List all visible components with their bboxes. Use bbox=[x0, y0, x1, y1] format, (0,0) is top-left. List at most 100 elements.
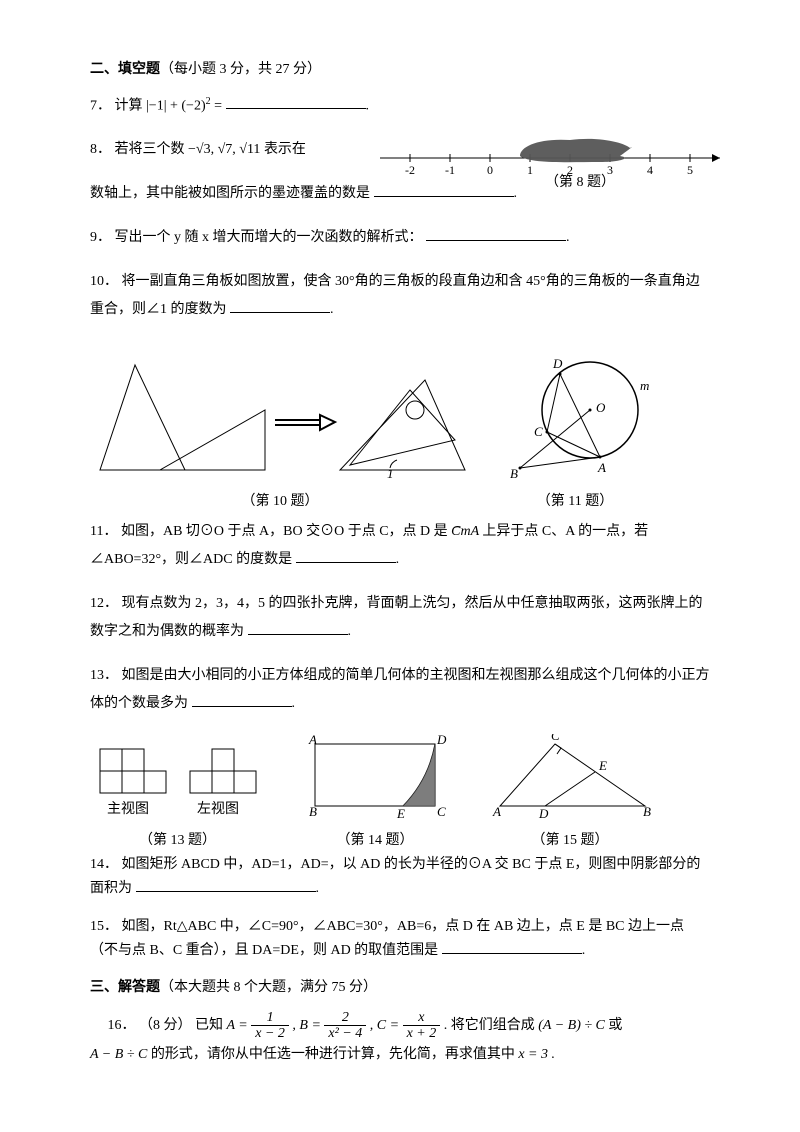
q15-text: 如图，Rt△ABC 中，∠C=90°，∠ABC=30°，AB=6，点 D 在 A… bbox=[90, 919, 684, 957]
question-11: 11． 如图，AB 切⊙O 于点 A，BO 交⊙O 于点 C，点 D 是 ⌢ C… bbox=[90, 518, 710, 574]
q8-text-a: 若将三个数 bbox=[115, 142, 185, 157]
question-7: 7． 计算 |−1| + (−2)2 = . bbox=[90, 92, 710, 121]
q15-C: C bbox=[551, 734, 560, 743]
q8-text-c: 数轴上，其中能被如图所示的墨迹覆盖的数是 bbox=[90, 186, 370, 201]
q13-left: 左视图 bbox=[197, 801, 239, 817]
q7-num: 7． bbox=[90, 98, 111, 113]
question-12: 12． 现有点数为 2，3，4，5 的四张扑克牌，背面朝上洗匀，然后从中任意抽取… bbox=[90, 590, 710, 646]
q14-B: B bbox=[309, 804, 317, 819]
tick-0: 0 bbox=[487, 163, 493, 177]
question-9: 9． 写出一个 y 随 x 增大而增大的一次函数的解析式： . bbox=[90, 224, 710, 252]
question-14: 14． 如图矩形 ABCD 中，AD=1，AD=，以 AD 的长为半径的⊙A 交… bbox=[90, 854, 710, 900]
q13-main: 主视图 bbox=[107, 801, 149, 817]
q16-fracA-num: 1 bbox=[251, 1010, 289, 1026]
lbl-O: O bbox=[596, 400, 606, 415]
q13-caption: （第 13 题） bbox=[90, 831, 265, 851]
question-13: 13． 如图是由大小相同的小正方体组成的简单几何体的主视图和左视图那么组成这个几… bbox=[90, 662, 710, 718]
q15-blank bbox=[442, 939, 582, 954]
q9-text: 写出一个 y 随 x 增大而增大的一次函数的解析式： bbox=[115, 230, 423, 245]
q13-text: 如图是由大小相同的小正方体组成的简单几何体的主视图和左视图那么组成这个几何体的小… bbox=[90, 668, 710, 711]
q16-comp2: A − B ÷ C bbox=[90, 1047, 147, 1062]
q16-text-c: 或 bbox=[608, 1018, 622, 1033]
figure-11: D m O C B A （第 11 题） bbox=[490, 340, 660, 512]
lbl-C: C bbox=[534, 424, 543, 439]
q12-num: 12． bbox=[90, 596, 118, 611]
q11-blank bbox=[296, 548, 396, 563]
q16-fracB-den: x² − 4 bbox=[324, 1026, 366, 1041]
q8-num: 8． bbox=[90, 142, 111, 157]
q16-points: （8 分） bbox=[139, 1018, 192, 1033]
number-line-figure: -2 -1 0 1 2 3 4 5 （第 8 题） bbox=[370, 118, 740, 188]
lbl-D: D bbox=[552, 356, 563, 371]
q16-comp1: (A − B) ÷ C bbox=[538, 1018, 605, 1033]
q7-eq: = bbox=[214, 98, 222, 113]
q14-num: 14． bbox=[90, 857, 118, 872]
question-16: 16． （8 分） 已知 A = 1 x − 2 , B = 2 x² − 4 … bbox=[90, 1010, 710, 1070]
tick--1: -1 bbox=[445, 163, 455, 177]
ink-blob-icon bbox=[520, 139, 632, 162]
tick-4: 4 bbox=[647, 163, 653, 177]
figure-10: 1 （第 10 题） bbox=[90, 350, 470, 512]
section-3-title-bold: 三、解答题 bbox=[90, 980, 160, 995]
question-8: 8． 若将三个数 −√3, √7, √11 表示在 bbox=[90, 136, 350, 164]
q15-E: E bbox=[598, 758, 607, 773]
q16-A: A = bbox=[227, 1018, 248, 1033]
q9-num: 9． bbox=[90, 230, 111, 245]
q16-C: , C = bbox=[370, 1018, 399, 1033]
q14-C: C bbox=[437, 804, 446, 819]
q14-A: A bbox=[308, 734, 317, 747]
q11-caption: （第 11 题） bbox=[490, 492, 660, 512]
q15-num: 15． bbox=[90, 919, 118, 934]
q16-val: x = 3 . bbox=[518, 1047, 555, 1062]
q16-B: , B = bbox=[292, 1018, 321, 1033]
q15-A: A bbox=[492, 804, 501, 819]
q13-num: 13． bbox=[90, 668, 118, 683]
q8-caption: （第 8 题） bbox=[545, 173, 615, 188]
section-3-paren: （本大题共 8 个大题，满分 75 分） bbox=[160, 980, 377, 995]
tick--2: -2 bbox=[405, 163, 415, 177]
question-8-wrap: -2 -1 0 1 2 3 4 5 （第 8 题） 8． 若将三个数 −√3, … bbox=[90, 136, 710, 208]
q12-text: 现有点数为 2，3，4，5 的四张扑克牌，背面朝上洗匀，然后从中任意抽取两张，这… bbox=[90, 596, 703, 639]
q16-num: 16． bbox=[108, 1018, 136, 1033]
q13-blank bbox=[192, 692, 292, 707]
tick-1: 1 bbox=[527, 163, 533, 177]
q16-fracA-den: x − 2 bbox=[251, 1026, 289, 1041]
figure-row-13-15: 主视图 左视图 （第 13 题） A B C D E （第 14 题） bbox=[90, 734, 710, 851]
figure-15-svg: A B C D E bbox=[485, 734, 655, 829]
q7-expr: |−1| + (−2) bbox=[146, 98, 206, 113]
q15-caption: （第 15 题） bbox=[485, 831, 655, 851]
q10-caption: （第 10 题） bbox=[90, 492, 470, 512]
figure-row-10-11: 1 （第 10 题） D m bbox=[90, 340, 710, 512]
lbl-B: B bbox=[510, 466, 518, 481]
q15-D: D bbox=[538, 806, 549, 821]
q7-blank bbox=[226, 94, 366, 109]
tick-5: 5 bbox=[687, 163, 693, 177]
q16-text-b: 将它们组合成 bbox=[451, 1018, 535, 1033]
q7-text-a: 计算 bbox=[115, 98, 143, 113]
q9-blank bbox=[426, 226, 566, 241]
lbl-A: A bbox=[597, 460, 606, 475]
q12-blank bbox=[248, 620, 348, 635]
q16-fracC-den: x + 2 bbox=[403, 1026, 441, 1041]
q10-blank bbox=[230, 298, 330, 313]
section-2-title-bold: 二、填空题 bbox=[90, 62, 160, 77]
q10-text: 将一副直角三角板如图放置，使含 30°角的三角板的段直角边和含 45°角的三角板… bbox=[90, 274, 700, 317]
figure-11-svg: D m O C B A bbox=[490, 340, 660, 490]
q14-D: D bbox=[436, 734, 447, 747]
q8-expr: −√3, √7, √11 bbox=[188, 142, 260, 157]
q8-text-b: 表示在 bbox=[264, 142, 306, 157]
section-2-paren: （每小题 3 分，共 27 分） bbox=[160, 62, 321, 77]
q16-text-a: 已知 bbox=[195, 1018, 223, 1033]
q14-blank bbox=[136, 877, 316, 892]
q16-text-d: 的形式，请你从中任选一种进行计算，先化简，再求值其中 bbox=[151, 1047, 515, 1062]
section-3-title: 三、解答题（本大题共 8 个大题，满分 75 分） bbox=[90, 978, 710, 998]
figure-15: A B C D E （第 15 题） bbox=[485, 734, 655, 851]
q10-num: 10． bbox=[90, 274, 118, 289]
figure-14: A B C D E （第 14 题） bbox=[295, 734, 455, 851]
q16-fracB-num: 2 bbox=[324, 1010, 366, 1026]
q7-sup: 2 bbox=[206, 96, 211, 107]
figure-10-svg: 1 bbox=[90, 350, 470, 490]
question-10: 10． 将一副直角三角板如图放置，使含 30°角的三角板的段直角边和含 45°角… bbox=[90, 268, 710, 324]
q14-caption: （第 14 题） bbox=[295, 831, 455, 851]
q16-fracC: x x + 2 bbox=[403, 1010, 441, 1042]
